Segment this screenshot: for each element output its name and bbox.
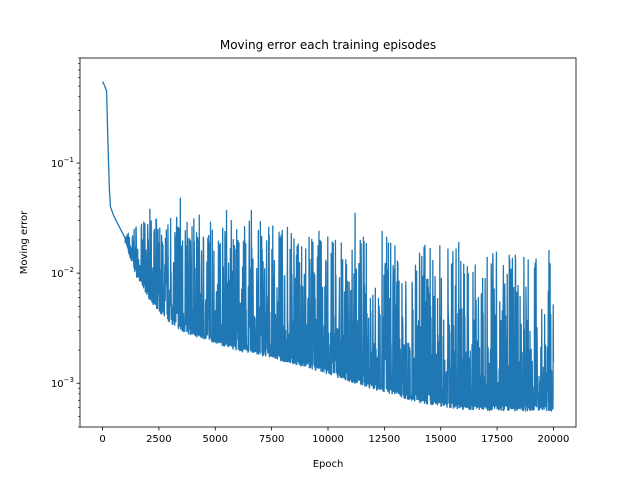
chart-title: Moving error each training episodes <box>220 38 436 52</box>
series-layer <box>101 81 555 412</box>
x-tick-label: 10000 <box>312 434 344 445</box>
x-tick-label: 7500 <box>259 434 284 445</box>
y-tick-label: 10−2 <box>51 266 74 280</box>
x-tick-label: 5000 <box>203 434 228 445</box>
x-tick-label: 17500 <box>481 434 513 445</box>
x-tick-label: 15000 <box>425 434 457 445</box>
x-tick-label: 20000 <box>538 434 570 445</box>
x-tick-label: 0 <box>99 434 105 445</box>
y-tick-label: 10−3 <box>51 376 74 390</box>
y-axis: 10−3 10−2 10−1 <box>51 57 80 428</box>
x-axis: 0 2500 5000 7500 10000 12500 15000 17500 20000 <box>99 427 569 445</box>
series-line <box>101 81 555 412</box>
x-tick-label: 2500 <box>146 434 171 445</box>
y-tick-label: 10−1 <box>51 156 74 170</box>
x-axis-label: Epoch <box>313 459 344 470</box>
y-axis-label: Moving error <box>19 210 30 274</box>
x-tick-label: 12500 <box>368 434 400 445</box>
